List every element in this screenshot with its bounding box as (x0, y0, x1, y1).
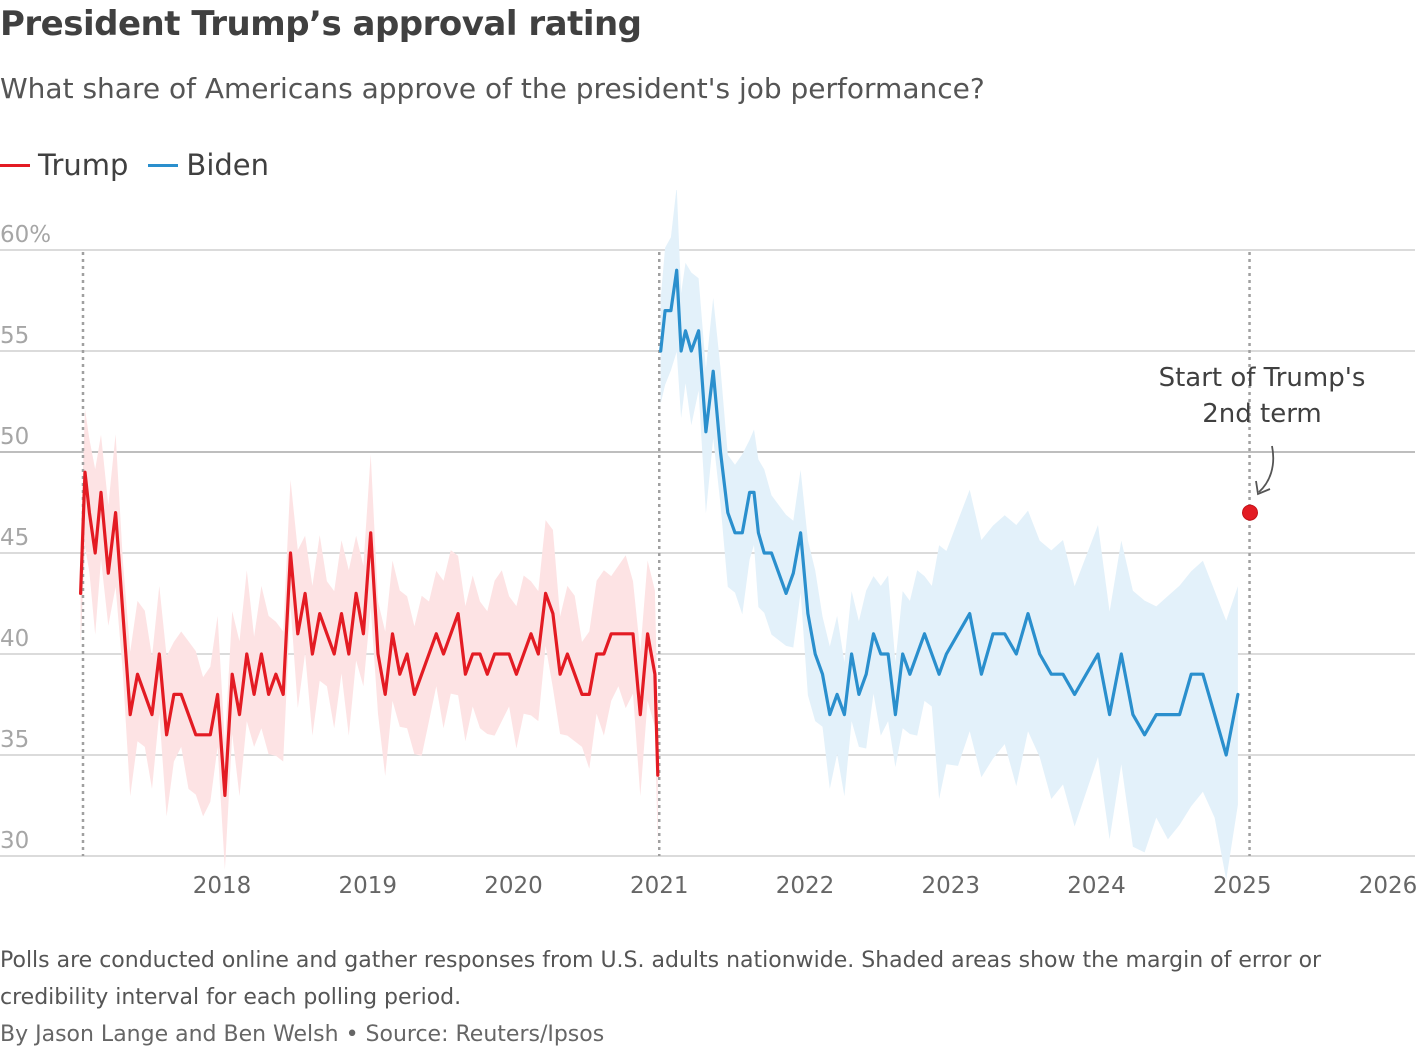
legend-swatch-trump (0, 163, 30, 167)
series-lines (79, 268, 1258, 797)
y-tick-label: 50 (0, 424, 29, 450)
legend-item-biden: Biden (148, 148, 269, 182)
y-tick-label: 55 (0, 323, 29, 349)
error-band-trump (80, 409, 658, 870)
error-bands (80, 190, 1238, 880)
x-tick-label: 2022 (776, 873, 835, 899)
legend-item-trump: Trump (0, 148, 128, 182)
x-axis-labels: 2018 2019 2020 2021 2022 2023 2024 2025 2026 (193, 873, 1418, 899)
legend-label-biden: Biden (186, 148, 270, 182)
methodology-note: Polls are conducted online and gather re… (0, 948, 1322, 1010)
y-tick-label: 60% (0, 222, 51, 248)
approval-chart: 60% 55 50 45 40 35 30 2018 2019 2020 2021 2022 2023… (0, 190, 1418, 899)
legend-label-trump: Trump (38, 148, 129, 182)
annotation-text: Start of Trump's (1159, 363, 1366, 393)
x-tick-label: 2024 (1067, 873, 1126, 899)
x-tick-label: 2020 (484, 873, 543, 899)
x-tick-label: 2021 (630, 873, 689, 899)
legend: Trump Biden (0, 148, 289, 182)
annotation-arrow (1258, 445, 1275, 493)
error-band-biden (660, 190, 1238, 880)
y-tick-label: 30 (0, 828, 29, 854)
chart-subtitle: What share of Americans approve of the p… (0, 72, 985, 105)
y-tick-label: 45 (0, 525, 29, 551)
y-tick-label: 35 (0, 727, 29, 753)
annotation-arrowhead (1255, 480, 1271, 496)
legend-swatch-biden (148, 163, 179, 167)
annotation: Start of Trump's 2nd term (1159, 363, 1366, 496)
byline: By Jason Lange and Ben Welsh • Source: R… (0, 1022, 605, 1047)
series-line-trump (79, 470, 660, 797)
x-tick-label: 2025 (1213, 873, 1272, 899)
x-tick-label: 2026 (1359, 873, 1418, 899)
chart-title: President Trump’s approval rating (0, 4, 642, 44)
data-point-trump-2nd-term (1242, 504, 1258, 521)
y-tick-label: 40 (0, 626, 29, 652)
y-axis-labels: 60% 55 50 45 40 35 30 (0, 222, 51, 854)
x-tick-label: 2018 (193, 873, 252, 899)
x-tick-label: 2019 (338, 873, 397, 899)
x-tick-label: 2023 (921, 873, 980, 899)
annotation-text: 2nd term (1202, 399, 1322, 429)
series-line-biden (659, 268, 1240, 757)
